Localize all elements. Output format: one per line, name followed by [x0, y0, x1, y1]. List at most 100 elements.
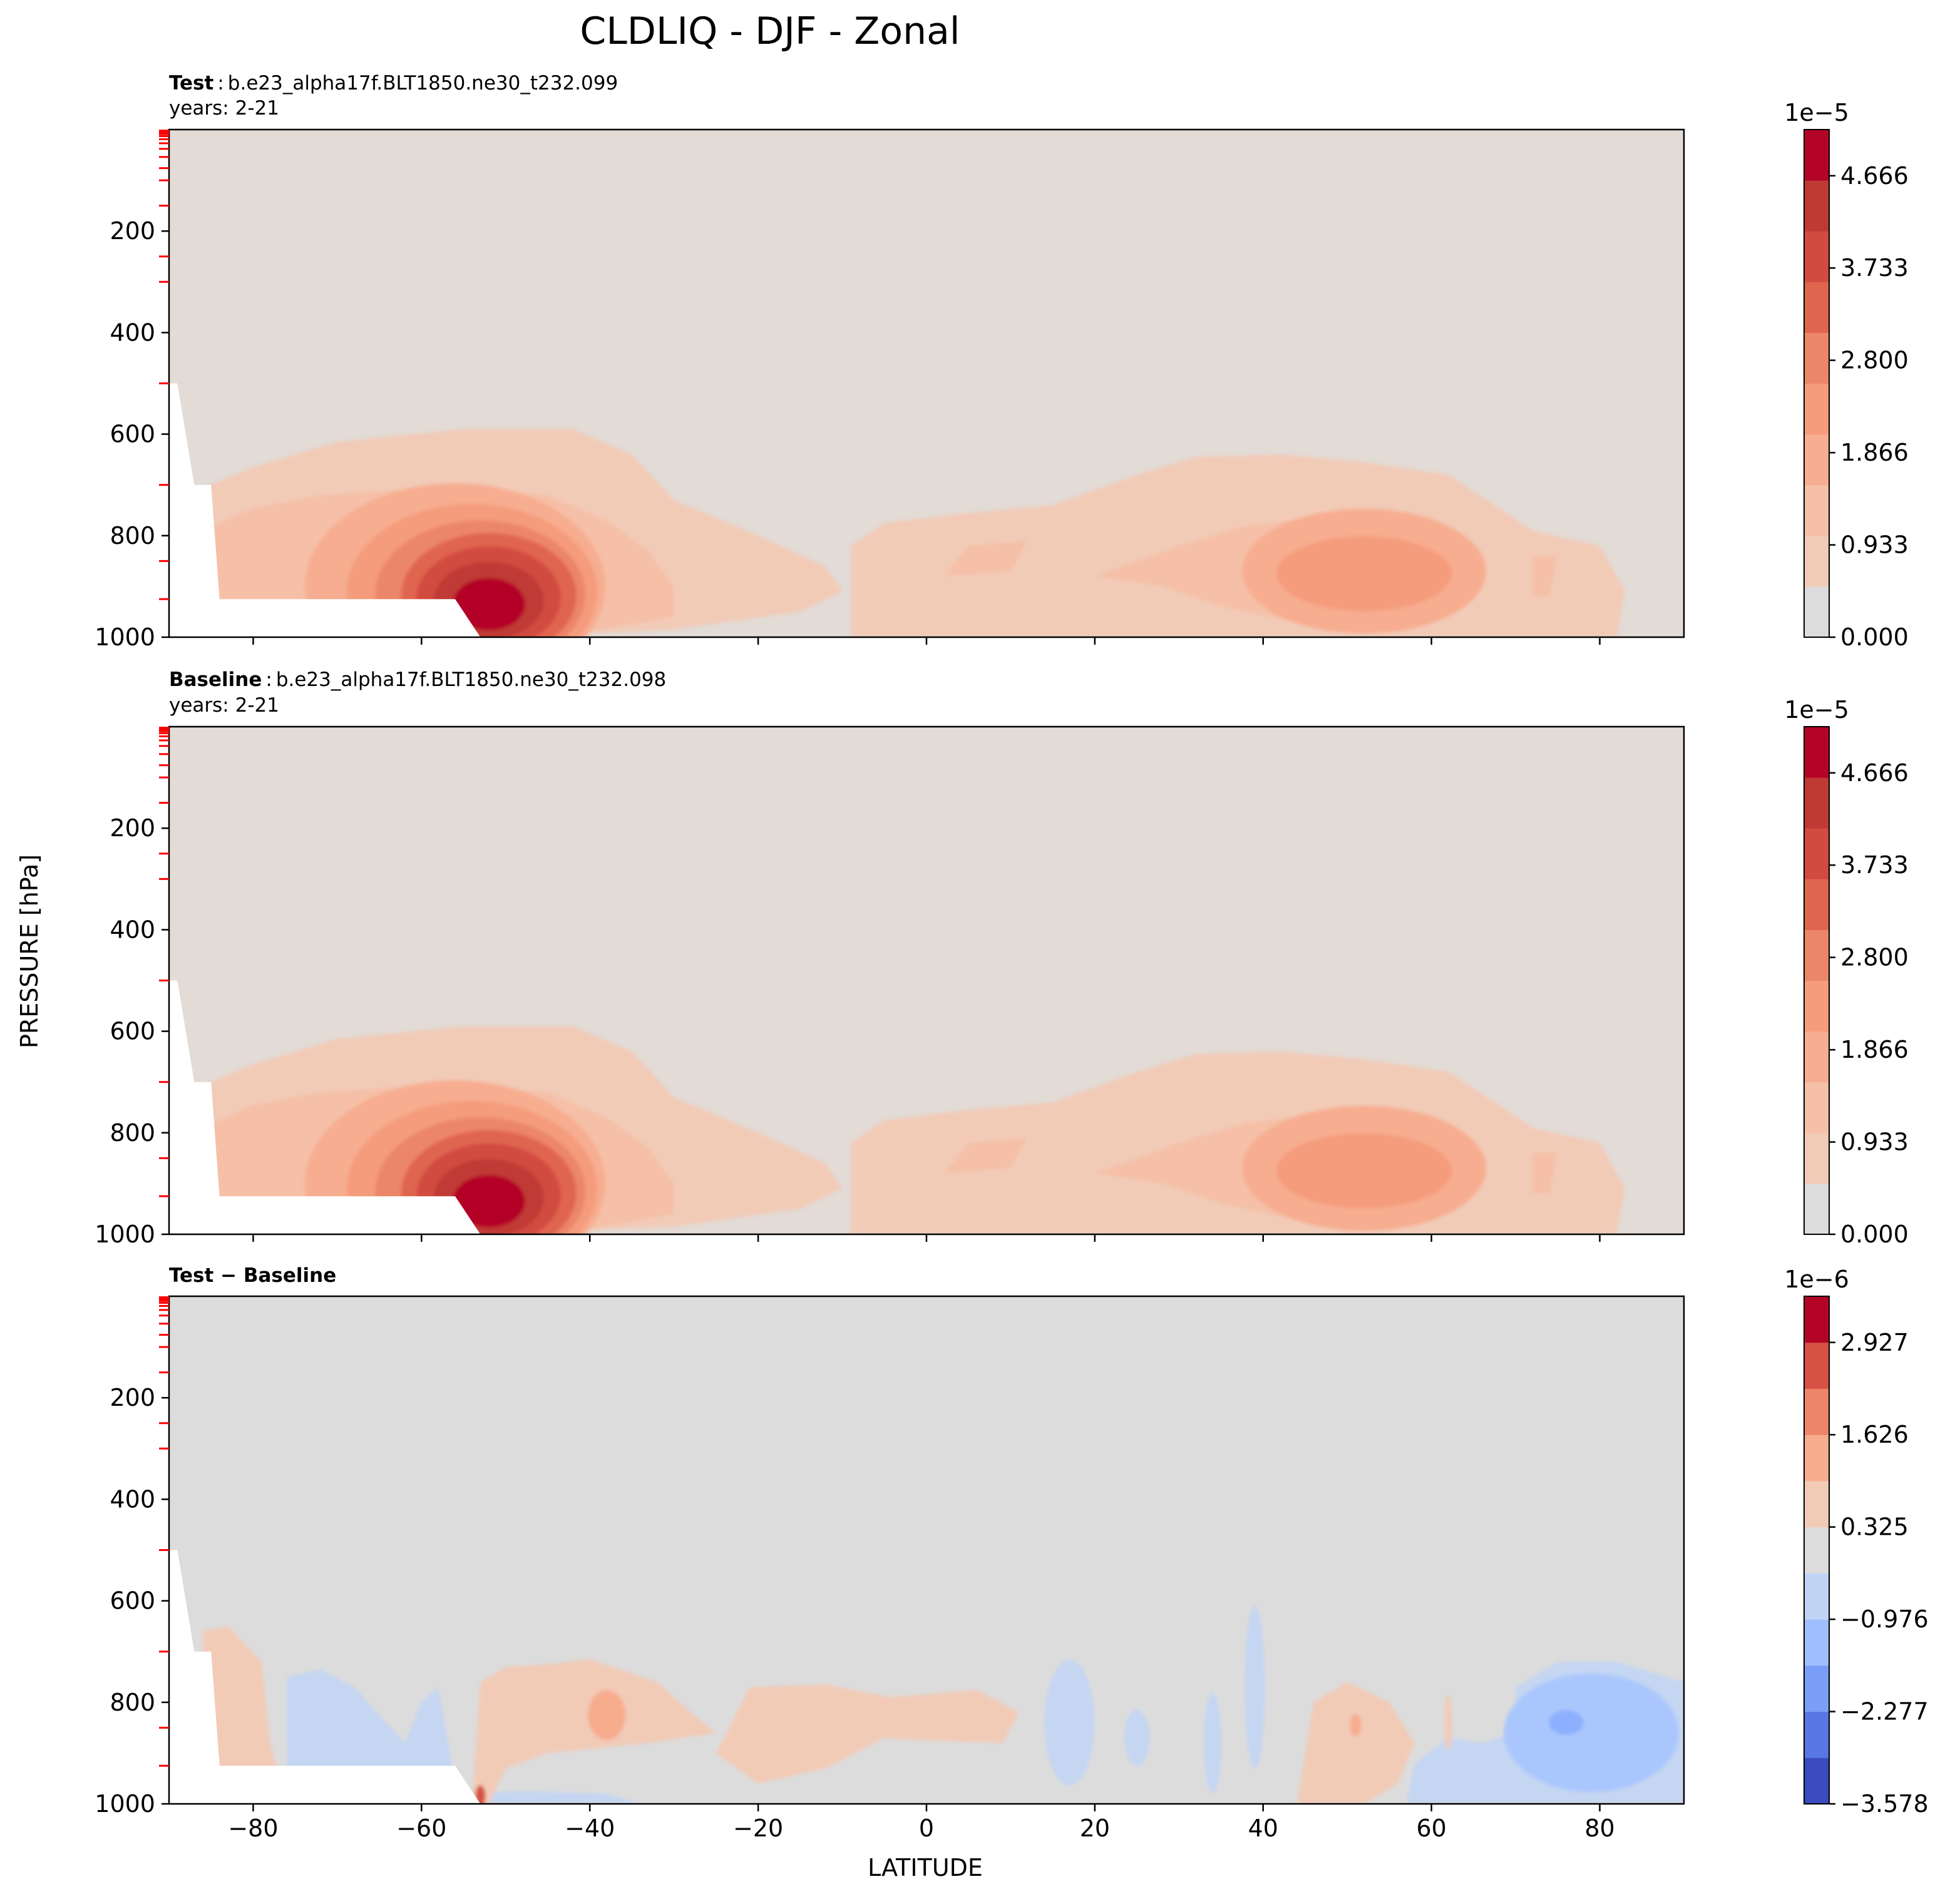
panel-difference-title: Test − Baseline — [169, 1264, 336, 1287]
colorbar-tick-label: 4.666 — [1840, 759, 1909, 787]
colorbar-segment — [1804, 727, 1829, 778]
figure-title: CLDLIQ - DJF - Zonal — [580, 9, 960, 53]
x-tick-label: −20 — [733, 1815, 783, 1842]
colorbar-tick-label: −2.277 — [1840, 1698, 1929, 1726]
colorbar-segment — [1804, 130, 1829, 181]
colorbar-segment — [1804, 1342, 1829, 1389]
contour-positive-edge — [475, 1784, 486, 1804]
y-tick-label: 600 — [110, 421, 155, 448]
colorbar-tick-label: 2.927 — [1840, 1329, 1909, 1356]
contour-level-9-south — [452, 578, 525, 631]
colorbar-tick-label: −0.976 — [1840, 1605, 1929, 1633]
y-tick-label: 400 — [110, 1485, 155, 1513]
colorbar-segment — [1804, 1758, 1829, 1804]
panel-test: Test: b.e23_alpha17f.BLT1850.ne30_t232.09… — [95, 72, 1909, 651]
contour-negative-arctic — [1504, 1673, 1680, 1793]
panel-baseline: Baseline: b.e23_alpha17f.BLT1850.ne30_t23… — [95, 668, 1909, 1248]
colorbar-segment — [1804, 1665, 1829, 1712]
colorbar-segment — [1804, 1619, 1829, 1666]
plot-area-test: 200 400 600 800 1000 — [95, 128, 1685, 651]
colorbar-tick-label: 0.000 — [1840, 623, 1909, 651]
y-tick-label: 200 — [110, 217, 155, 245]
x-tick-label: −80 — [228, 1815, 278, 1842]
colorbar-test: 0.000 0.933 1.866 2.800 3.733 4.666 1e−5 — [1784, 99, 1909, 651]
colorbar-segment — [1804, 879, 1829, 930]
y-tick-label: 600 — [110, 1018, 155, 1045]
colorbar-multiplier: 1e−5 — [1784, 696, 1849, 724]
plot-area-difference: −80 −60 −40 −20 0 20 40 60 80 200 400 600 800 1000 — [95, 1295, 1685, 1842]
colorbar-segment — [1804, 1031, 1829, 1083]
contour-level-4-north — [1276, 536, 1452, 612]
y-tick-label: 1000 — [95, 1221, 155, 1248]
colorbar-tick-label: 2.800 — [1840, 347, 1909, 374]
colorbar-segment — [1804, 1480, 1829, 1528]
x-tick-label: −60 — [396, 1815, 446, 1842]
contour-negative-arctic-core — [1548, 1710, 1584, 1736]
colorbar-segment — [1804, 1296, 1829, 1343]
x-tick-label: 60 — [1416, 1815, 1446, 1842]
panel-test-label: Test — [169, 72, 214, 95]
x-axis-label: LATITUDE — [868, 1854, 983, 1881]
contour-positive-40S-core — [588, 1690, 626, 1741]
colorbar-segment — [1804, 332, 1829, 384]
masked-topography-edge — [169, 1550, 178, 1804]
contour-negative-south-bottom — [455, 1791, 640, 1804]
panel-baseline-case: b.e23_alpha17f.BLT1850.ne30_t232.098 — [276, 668, 666, 691]
colorbar-multiplier: 1e−6 — [1784, 1266, 1849, 1293]
colorbar-segment — [1804, 929, 1829, 981]
colorbar-segment — [1804, 1711, 1829, 1758]
y-tick-label: 1000 — [95, 623, 155, 651]
contour-field — [202, 1605, 1684, 1804]
masked-topography-edge — [169, 980, 178, 1234]
colorbar-multiplier: 1e−5 — [1784, 99, 1849, 126]
colorbar-segment — [1804, 777, 1829, 829]
panel-baseline-years: years: 2-21 — [169, 694, 279, 717]
colorbar-tick-label: 0.325 — [1840, 1513, 1909, 1541]
panel-baseline-sep: : — [265, 668, 272, 691]
panel-test-sep: : — [217, 72, 223, 95]
panel-test-years: years: 2-21 — [169, 97, 279, 120]
contour-negative-40N — [1244, 1605, 1265, 1769]
colorbar-segment — [1804, 1132, 1829, 1184]
contour-negative-35N — [1204, 1692, 1222, 1793]
x-tick-label: 80 — [1584, 1815, 1614, 1842]
contour-positive-50N-core — [1350, 1714, 1362, 1737]
contour-level-2-eq — [943, 1137, 1028, 1174]
masked-topography — [177, 1550, 481, 1804]
x-tick-label: 40 — [1248, 1815, 1278, 1842]
colorbar-frame — [1804, 1296, 1830, 1804]
y-tick-label: 600 — [110, 1587, 155, 1615]
colorbar-segment — [1804, 231, 1829, 282]
colorbar-tick-label: 0.933 — [1840, 531, 1909, 559]
colorbar-frame — [1804, 129, 1830, 638]
panel-test-case: b.e23_alpha17f.BLT1850.ne30_t232.099 — [228, 72, 618, 95]
y-tick-label: 400 — [110, 916, 155, 943]
colorbar-segment — [1804, 180, 1829, 232]
colorbar-segment — [1804, 1435, 1829, 1482]
y-tick-label: 200 — [110, 1384, 155, 1411]
contour-field — [185, 429, 1625, 637]
colorbar-segment — [1804, 828, 1829, 879]
x-tick-label: 20 — [1080, 1815, 1110, 1842]
colorbar-segment — [1804, 383, 1829, 435]
colorbar-segment — [1804, 1527, 1829, 1574]
colorbar-tick-label: 1.626 — [1840, 1421, 1909, 1448]
colorbar-baseline: 0.000 0.933 1.866 2.800 3.733 4.666 1e−5 — [1784, 696, 1909, 1248]
y-tick-label: 200 — [110, 814, 155, 842]
colorbar-tick-label: 4.666 — [1840, 162, 1909, 190]
contour-level-9-south — [452, 1175, 525, 1228]
contour-positive-80S — [202, 1626, 287, 1804]
contour-negative-20N — [1044, 1660, 1095, 1786]
colorbar-tick-label: 3.733 — [1840, 254, 1909, 282]
contour-level-4-north — [1276, 1133, 1452, 1209]
colorbar-tick-label: 1.866 — [1840, 439, 1909, 466]
contour-positive-tropics — [716, 1684, 1019, 1784]
panel-baseline-title: Baseline: b.e23_alpha17f.BLT1850.ne30_t23… — [169, 668, 666, 691]
colorbar-tick-label: 1.866 — [1840, 1036, 1909, 1063]
colorbar-difference: −3.578 −2.277 −0.976 0.325 1.626 2.927 1e−6 — [1784, 1266, 1928, 1818]
colorbar-segment — [1804, 1082, 1829, 1134]
colorbar-segment — [1804, 980, 1829, 1032]
x-tick-label: 0 — [919, 1815, 934, 1842]
y-tick-label: 400 — [110, 319, 155, 346]
